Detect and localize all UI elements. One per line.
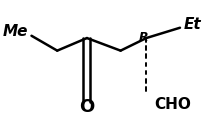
Text: Me: Me	[3, 24, 28, 39]
Text: R: R	[138, 31, 148, 44]
Text: CHO: CHO	[154, 97, 191, 112]
Text: Et: Et	[184, 17, 202, 32]
Text: O: O	[79, 98, 95, 116]
